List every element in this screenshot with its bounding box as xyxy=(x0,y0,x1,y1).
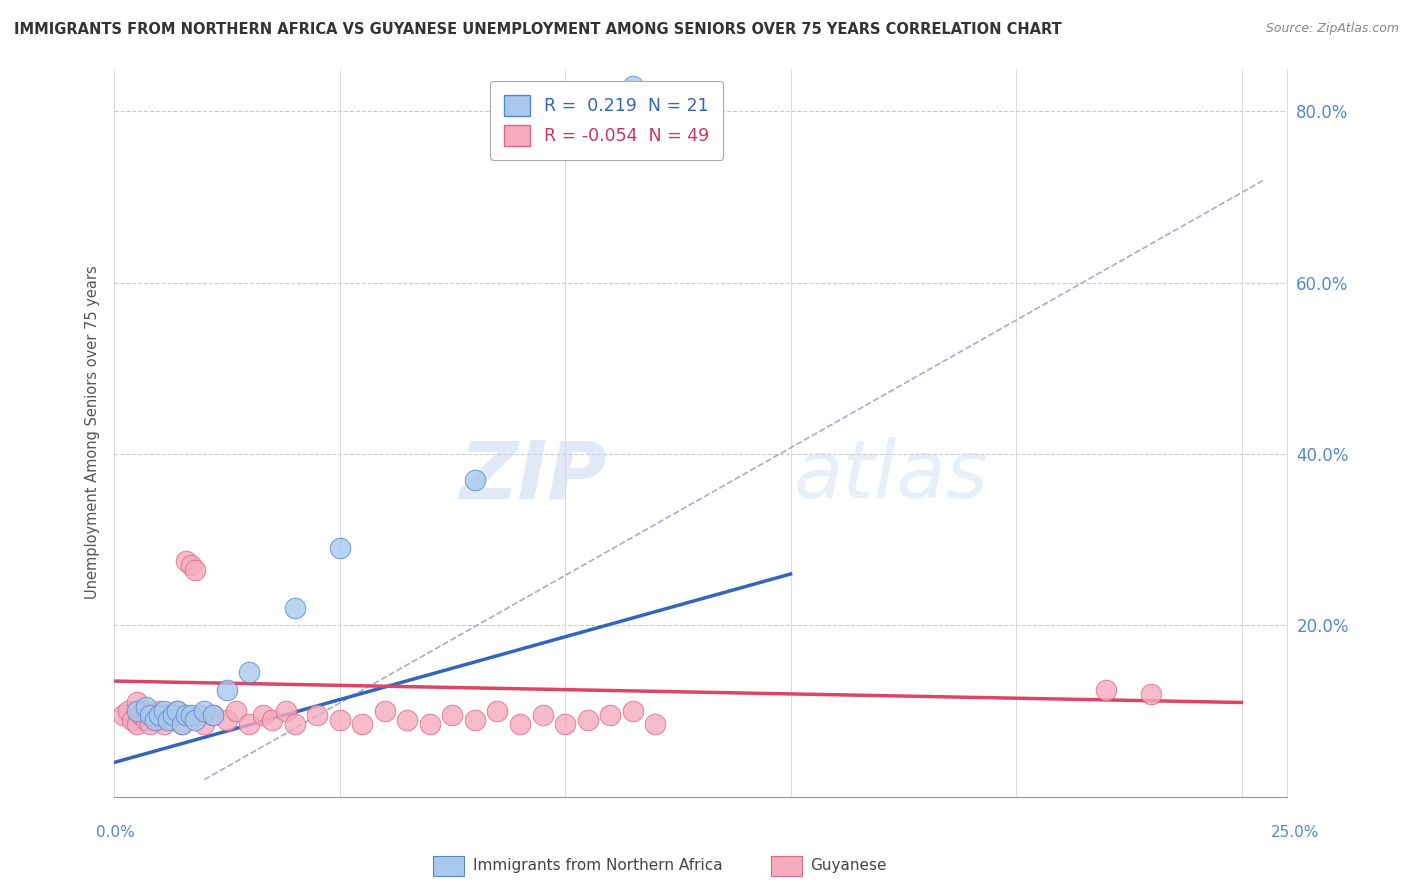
Point xyxy=(329,541,352,556)
Text: IMMIGRANTS FROM NORTHERN AFRICA VS GUYANESE UNEMPLOYMENT AMONG SENIORS OVER 75 Y: IMMIGRANTS FROM NORTHERN AFRICA VS GUYAN… xyxy=(14,22,1062,37)
Point xyxy=(621,78,644,93)
Point xyxy=(162,713,184,727)
Point xyxy=(307,708,329,723)
Y-axis label: Unemployment Among Seniors over 75 years: Unemployment Among Seniors over 75 years xyxy=(86,266,100,599)
Point xyxy=(148,704,170,718)
Point xyxy=(238,717,260,731)
Point xyxy=(274,704,297,718)
Point xyxy=(441,708,464,723)
Point xyxy=(117,704,139,718)
Point xyxy=(396,713,419,727)
Point xyxy=(464,473,486,487)
Point xyxy=(260,713,283,727)
Point xyxy=(157,708,180,723)
Point xyxy=(374,704,396,718)
Point xyxy=(509,717,531,731)
Point xyxy=(238,665,260,680)
Point xyxy=(148,713,170,727)
Point xyxy=(125,717,148,731)
Point xyxy=(202,708,225,723)
Point xyxy=(225,704,247,718)
Point xyxy=(352,717,374,731)
Point xyxy=(464,713,486,727)
Point xyxy=(112,708,135,723)
Point xyxy=(139,708,162,723)
Point xyxy=(125,704,148,718)
Text: atlas: atlas xyxy=(794,437,988,516)
Point xyxy=(166,704,188,718)
Point xyxy=(135,704,157,718)
Point xyxy=(188,708,211,723)
Point xyxy=(157,713,180,727)
Point xyxy=(193,717,215,731)
Text: 25.0%: 25.0% xyxy=(1271,825,1319,840)
Point xyxy=(176,708,198,723)
Point xyxy=(139,717,162,731)
Text: ZIP: ZIP xyxy=(460,437,606,516)
Point xyxy=(621,704,644,718)
Point xyxy=(184,563,207,577)
Point xyxy=(129,708,152,723)
Point xyxy=(184,713,207,727)
Point xyxy=(152,704,174,718)
Point xyxy=(135,713,157,727)
Point xyxy=(148,708,170,723)
Point xyxy=(135,699,157,714)
Point xyxy=(284,601,307,615)
Point xyxy=(121,713,143,727)
Point xyxy=(162,708,184,723)
Text: Immigrants from Northern Africa: Immigrants from Northern Africa xyxy=(472,858,723,872)
Legend: R =  0.219  N = 21, R = -0.054  N = 49: R = 0.219 N = 21, R = -0.054 N = 49 xyxy=(491,81,723,160)
Point xyxy=(419,717,441,731)
Text: 0.0%: 0.0% xyxy=(96,825,135,840)
Point xyxy=(284,717,307,731)
Point xyxy=(531,708,554,723)
Point xyxy=(599,708,621,723)
Point xyxy=(125,696,148,710)
Point xyxy=(166,704,188,718)
Point xyxy=(170,717,193,731)
Text: Source: ZipAtlas.com: Source: ZipAtlas.com xyxy=(1265,22,1399,36)
Point xyxy=(139,708,162,723)
Point xyxy=(152,717,174,731)
Point xyxy=(143,713,166,727)
Point xyxy=(329,713,352,727)
Point xyxy=(644,717,666,731)
Point xyxy=(486,704,509,718)
Point xyxy=(215,682,238,697)
Point xyxy=(576,713,599,727)
Point xyxy=(554,717,576,731)
Point xyxy=(252,708,274,723)
Point xyxy=(180,708,202,723)
Point xyxy=(1140,687,1163,701)
Point xyxy=(202,708,225,723)
Point xyxy=(1095,682,1118,697)
Point xyxy=(193,704,215,718)
Point xyxy=(143,708,166,723)
Point xyxy=(215,713,238,727)
Text: Guyanese: Guyanese xyxy=(810,858,887,872)
Point xyxy=(180,558,202,573)
Point xyxy=(170,717,193,731)
Point xyxy=(176,554,198,568)
